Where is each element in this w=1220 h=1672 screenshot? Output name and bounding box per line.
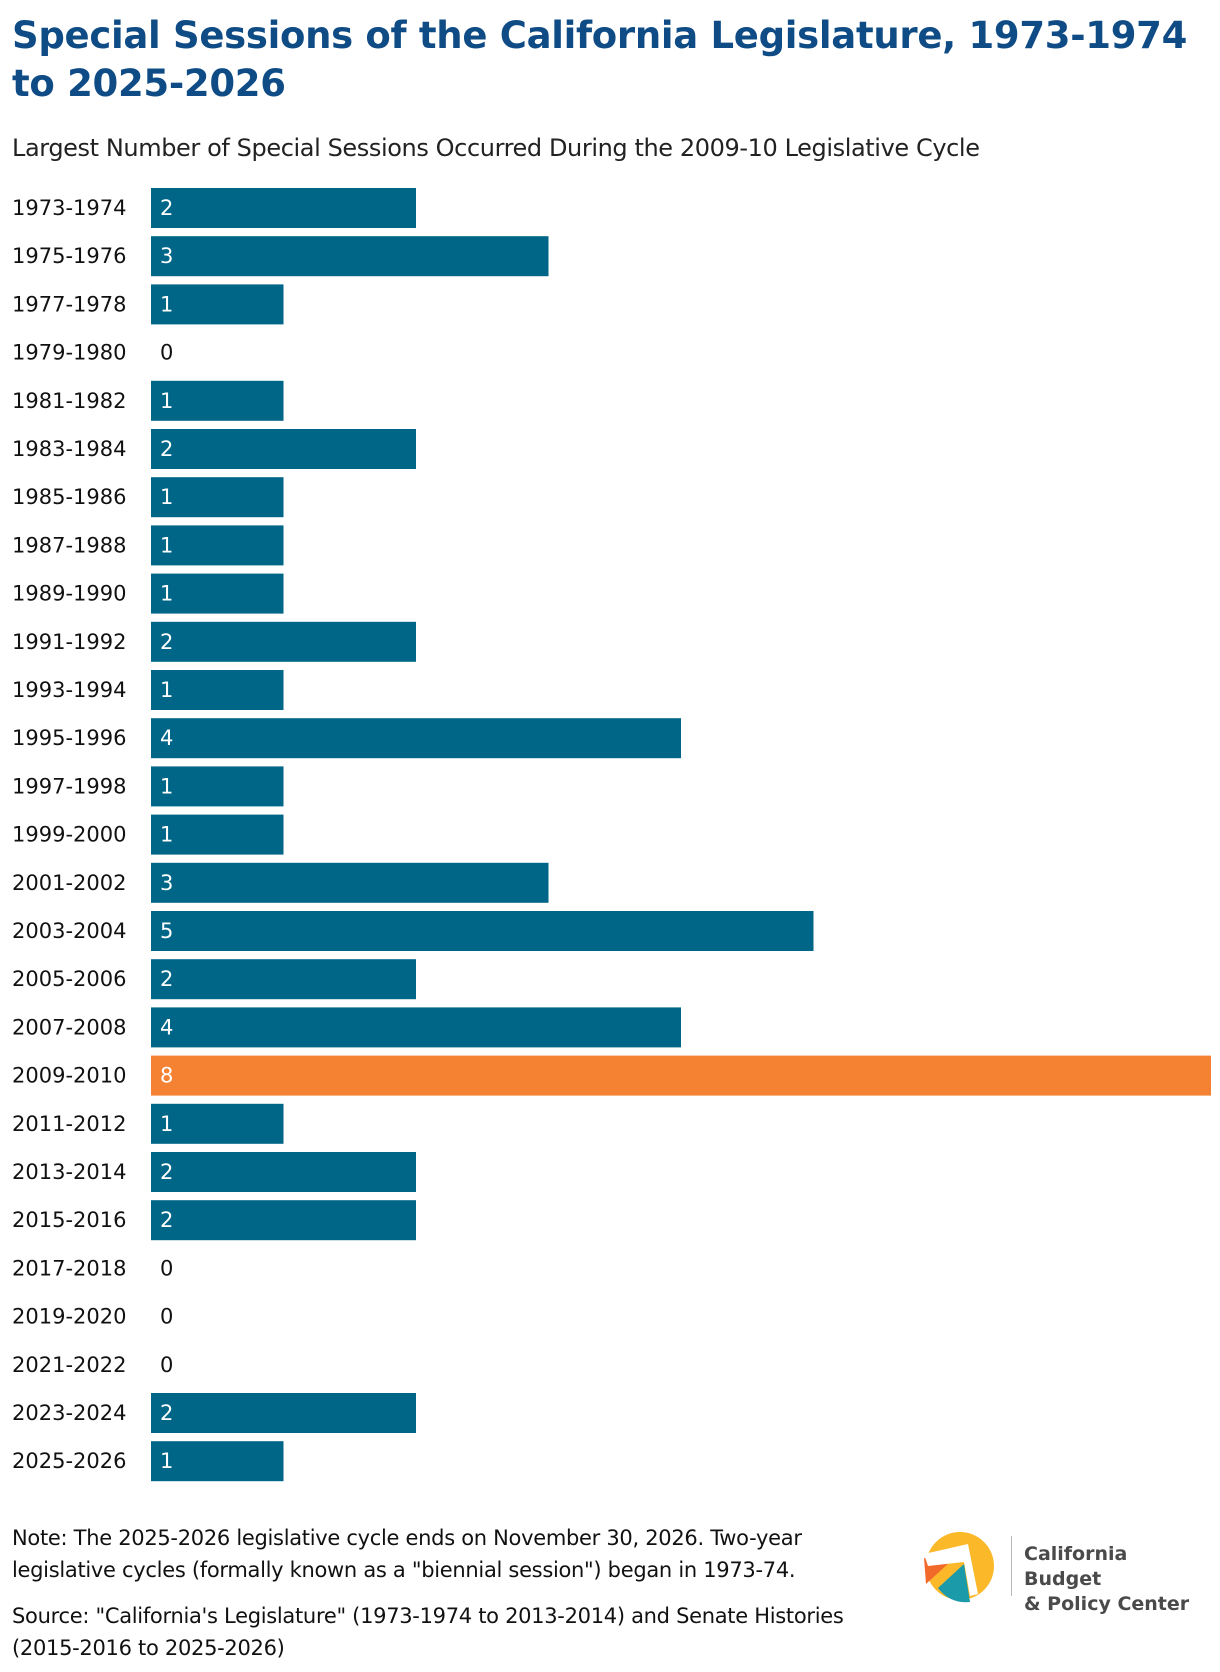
data-label: 2 — [160, 630, 173, 654]
category-label: 1999-2000 — [12, 823, 126, 847]
category-label: 2015-2016 — [12, 1208, 126, 1232]
data-label: 1 — [160, 582, 173, 606]
category-label: 2003-2004 — [12, 919, 126, 943]
category-label: 2007-2008 — [12, 1015, 126, 1039]
category-label: 2013-2014 — [12, 1160, 126, 1184]
bar — [151, 1007, 681, 1048]
bar — [151, 188, 416, 228]
bar — [151, 236, 549, 277]
data-label: 2 — [160, 437, 173, 461]
data-label: 0 — [160, 1256, 173, 1280]
bar — [151, 284, 284, 325]
bar — [151, 766, 284, 807]
data-label: 1 — [160, 1449, 173, 1473]
category-label: 2017-2018 — [12, 1256, 126, 1280]
category-label: 1991-1992 — [12, 630, 126, 654]
category-label: 1977-1978 — [12, 292, 126, 316]
data-label: 3 — [160, 244, 173, 268]
bar-chart: 1973-1974 2 1975-1976 3 1977-1978 1 1979-1980 0… — [12, 188, 1211, 1482]
chart-title: Special Sessions of the California Legis… — [12, 14, 1188, 105]
data-label: 3 — [160, 871, 173, 895]
category-label: 2019-2020 — [12, 1305, 126, 1329]
bar — [151, 573, 284, 614]
category-label: 2005-2006 — [12, 967, 126, 991]
data-label: 1 — [160, 292, 173, 316]
logo-divider — [1011, 1536, 1012, 1596]
bar — [151, 1055, 1211, 1096]
category-label: 1983-1984 — [12, 437, 126, 461]
category-label: 1981-1982 — [12, 389, 126, 413]
data-label: 0 — [160, 341, 173, 365]
data-label: 2 — [160, 1208, 173, 1232]
category-label: 1987-1988 — [12, 533, 126, 557]
data-label: 2 — [160, 196, 173, 220]
data-label: 1 — [160, 533, 173, 557]
category-label: 1985-1986 — [12, 485, 126, 509]
category-label: 2011-2012 — [12, 1112, 126, 1136]
logo-line2: & Policy Center — [1024, 1593, 1190, 1615]
organization-logo: California Budget & Policy Center — [920, 1528, 1210, 1615]
bar — [151, 1103, 284, 1144]
category-label: 2025-2026 — [12, 1449, 126, 1473]
data-label: 0 — [160, 1353, 173, 1377]
bar — [151, 959, 416, 1000]
data-label: 2 — [160, 1401, 173, 1425]
bar — [151, 670, 284, 710]
bar — [151, 1441, 284, 1482]
category-label: 2009-2010 — [12, 1064, 126, 1088]
bar — [151, 621, 416, 662]
category-label: 2023-2024 — [12, 1401, 126, 1425]
data-label: 1 — [160, 823, 173, 847]
data-label: 4 — [160, 1015, 173, 1039]
data-label: 1 — [160, 678, 173, 702]
bar — [151, 1200, 416, 1241]
logo-line1: California Budget — [1024, 1543, 1128, 1590]
data-label: 1 — [160, 774, 173, 798]
bar — [151, 380, 284, 421]
category-label: 1989-1990 — [12, 582, 126, 606]
logo-text: California Budget & Policy Center — [1024, 1542, 1210, 1617]
bar — [151, 911, 814, 951]
chart-subtitle: Largest Number of Special Sessions Occur… — [12, 134, 980, 162]
category-label: 1979-1980 — [12, 341, 126, 365]
data-label: 2 — [160, 1160, 173, 1184]
data-label: 0 — [160, 1305, 173, 1329]
category-label: 1975-1976 — [12, 244, 126, 268]
logo-mark-icon — [924, 1532, 994, 1603]
data-label: 8 — [160, 1064, 173, 1088]
bar — [151, 429, 416, 469]
chart-note: Note: The 2025-2026 legislative cycle en… — [12, 1526, 802, 1582]
bar — [151, 1393, 416, 1433]
data-label: 1 — [160, 389, 173, 413]
data-label: 5 — [160, 919, 173, 943]
bar — [151, 477, 284, 518]
category-label: 1997-1998 — [12, 774, 126, 798]
bar — [151, 862, 549, 903]
data-label: 2 — [160, 967, 173, 991]
bar — [151, 814, 284, 855]
bar — [151, 718, 681, 759]
category-label: 1995-1996 — [12, 726, 126, 750]
data-label: 4 — [160, 726, 173, 750]
chart-source: Source: "California's Legislature" (1973… — [12, 1604, 844, 1660]
bar — [151, 525, 284, 566]
category-label: 2021-2022 — [12, 1353, 126, 1377]
category-label: 2001-2002 — [12, 871, 126, 895]
category-label: 1973-1974 — [12, 196, 126, 220]
data-label: 1 — [160, 485, 173, 509]
bar — [151, 1152, 416, 1192]
category-label: 1993-1994 — [12, 678, 126, 702]
data-label: 1 — [160, 1112, 173, 1136]
